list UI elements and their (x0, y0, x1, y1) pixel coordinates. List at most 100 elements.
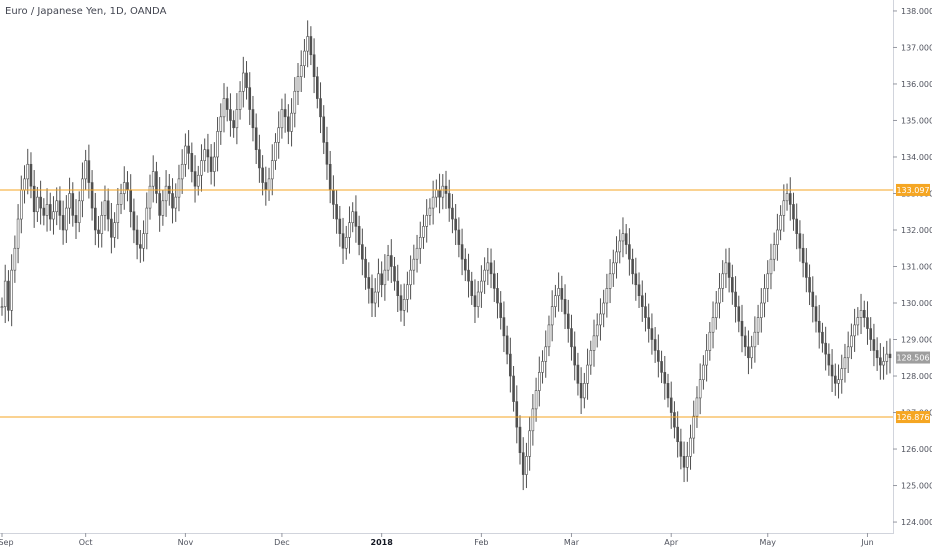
candle-body (206, 149, 210, 158)
candle-body (541, 361, 544, 373)
candle-body (161, 200, 165, 216)
candle-body (129, 189, 132, 213)
candle-body (714, 302, 718, 318)
candle-body (624, 233, 628, 245)
candle-body (570, 328, 573, 348)
candle-body (766, 273, 770, 289)
candle-body (361, 244, 364, 260)
candle-body (84, 160, 87, 180)
candle-body (380, 273, 383, 286)
candle-body (103, 200, 107, 216)
candle-body (229, 109, 232, 121)
price-tick-label: 126.000 (901, 445, 932, 454)
candle-body (605, 288, 609, 304)
candle-body (457, 229, 461, 245)
candle-body (689, 437, 692, 457)
price-tick-label: 135.000 (901, 116, 932, 125)
candle-body (583, 383, 586, 399)
candle-body (158, 193, 161, 216)
candle-body (489, 262, 493, 275)
candle-body (599, 313, 602, 326)
candle-body (232, 120, 235, 129)
candle-body (824, 342, 827, 355)
candle-body (425, 215, 428, 227)
price-axis[interactable]: 124.000125.000126.000127.000128.000129.0… (893, 7, 932, 527)
candle-body (61, 215, 65, 231)
candle-body (705, 350, 708, 366)
level-price-label: 126.876 (896, 413, 929, 422)
candle-body (547, 324, 551, 348)
candle-body (145, 207, 149, 234)
candle-body (644, 306, 647, 318)
candle-body (435, 189, 438, 198)
candle-body (242, 72, 245, 92)
candle-body (467, 269, 470, 282)
candle-body (476, 291, 480, 307)
candle-body (692, 415, 696, 439)
candle-body (377, 273, 380, 293)
candle-body (592, 335, 596, 351)
candle-body (814, 306, 818, 322)
candle-body (454, 218, 457, 231)
candle-body (399, 295, 403, 311)
candle-body (344, 236, 348, 249)
candle-body (184, 145, 187, 165)
candle-body (663, 372, 667, 384)
time-tick-label: Jun (860, 538, 874, 547)
price-tick-label: 130.000 (901, 299, 932, 308)
level-price-label: 133.097 (896, 186, 929, 195)
time-tick-label: Nov (178, 538, 194, 547)
candle-body (640, 295, 644, 307)
candle-body (396, 280, 400, 297)
candle-body (383, 269, 387, 286)
candle-body (666, 383, 670, 399)
candle-body (451, 207, 454, 220)
candle-body (29, 163, 33, 187)
candle-body (528, 430, 531, 457)
candle-body (708, 331, 712, 351)
candle-body (657, 350, 660, 362)
candle-body (296, 76, 300, 92)
candle-body (58, 200, 62, 216)
candle-body (422, 226, 425, 238)
candle-body (470, 280, 474, 297)
candle-body (785, 193, 789, 202)
candle-body (856, 317, 860, 326)
candle-body (151, 171, 155, 187)
candle-body (460, 244, 464, 260)
candle-body (316, 76, 319, 99)
candle-body (586, 364, 589, 384)
candle-body (660, 361, 663, 373)
candles-layer (0, 20, 892, 491)
candle-body (628, 244, 631, 260)
candle-body (795, 218, 798, 234)
candle-body (319, 98, 322, 118)
candle-body (788, 193, 792, 205)
candle-body (139, 244, 142, 249)
candle-body (608, 273, 612, 289)
candle-body (328, 163, 332, 191)
candle-body (531, 408, 535, 432)
candle-body (306, 36, 309, 52)
candle-body (196, 174, 200, 187)
price-tick-label: 134.000 (901, 153, 932, 162)
candle-body (563, 299, 567, 315)
candle-body (673, 412, 676, 428)
candle-body (492, 273, 496, 289)
candle-body (119, 193, 123, 205)
candle-body (65, 207, 68, 231)
candle-body (834, 375, 837, 384)
candle-body (351, 211, 354, 223)
candle-body (438, 189, 441, 198)
price-tick-label: 132.000 (901, 226, 932, 235)
candle-body (116, 204, 120, 223)
candle-body (219, 116, 223, 132)
candle-body (550, 306, 554, 326)
candle-body (743, 335, 747, 348)
candle-body (853, 324, 856, 337)
price-tick-label: 129.000 (901, 336, 932, 345)
candle-body (682, 456, 686, 468)
time-axis[interactable]: SepOctNovDec2018FebMarAprMayJunJulAugSep… (0, 533, 932, 547)
price-tick-label: 131.000 (901, 263, 932, 272)
